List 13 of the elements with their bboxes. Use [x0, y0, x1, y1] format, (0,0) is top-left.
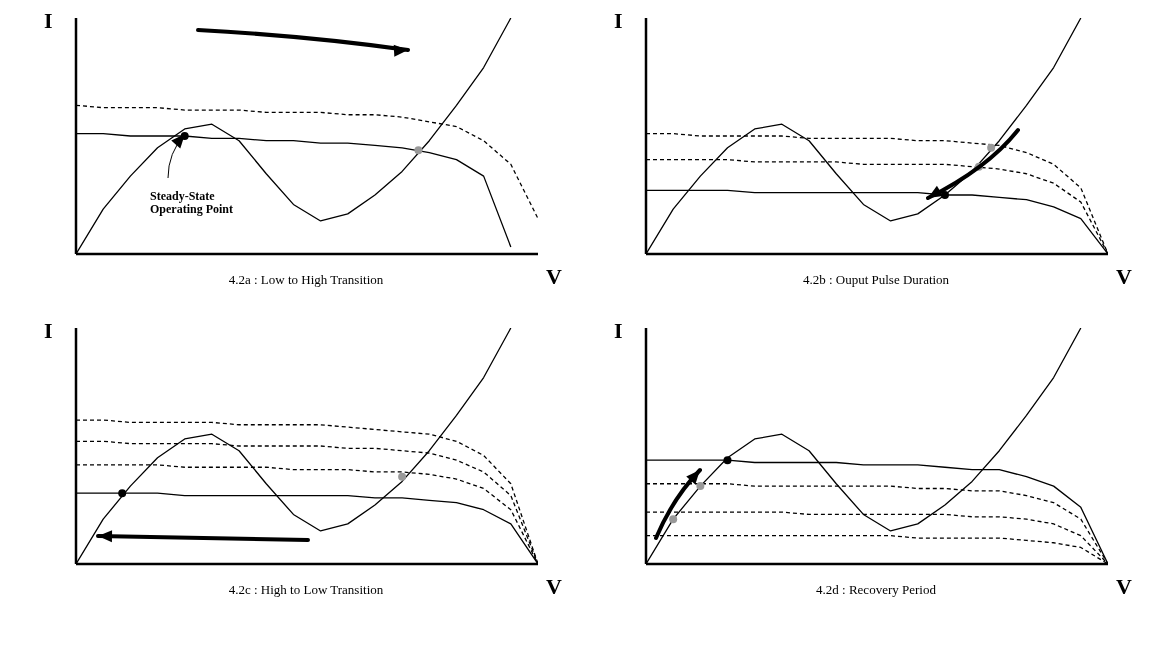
x-axis-title: V: [546, 264, 562, 290]
annotation: Steady-State Operating Point: [150, 189, 234, 216]
text: 4.2d : Recovery Period: [815, 582, 937, 598]
y-axis-title: I: [614, 8, 623, 34]
text: 4.2c : High to Low Transition: [227, 582, 385, 598]
y-axis-title: I: [614, 318, 623, 344]
x-axis-title: V: [1116, 574, 1132, 600]
x-axis-title: V: [546, 574, 562, 600]
y-axis-title: I: [44, 8, 53, 34]
x-axis-title: V: [1116, 264, 1132, 290]
y-axis-title: I: [44, 318, 53, 344]
text: 4.2a : Low to High Transition: [227, 272, 385, 288]
text: 4.2b : Ouput Pulse Duration: [801, 272, 951, 288]
